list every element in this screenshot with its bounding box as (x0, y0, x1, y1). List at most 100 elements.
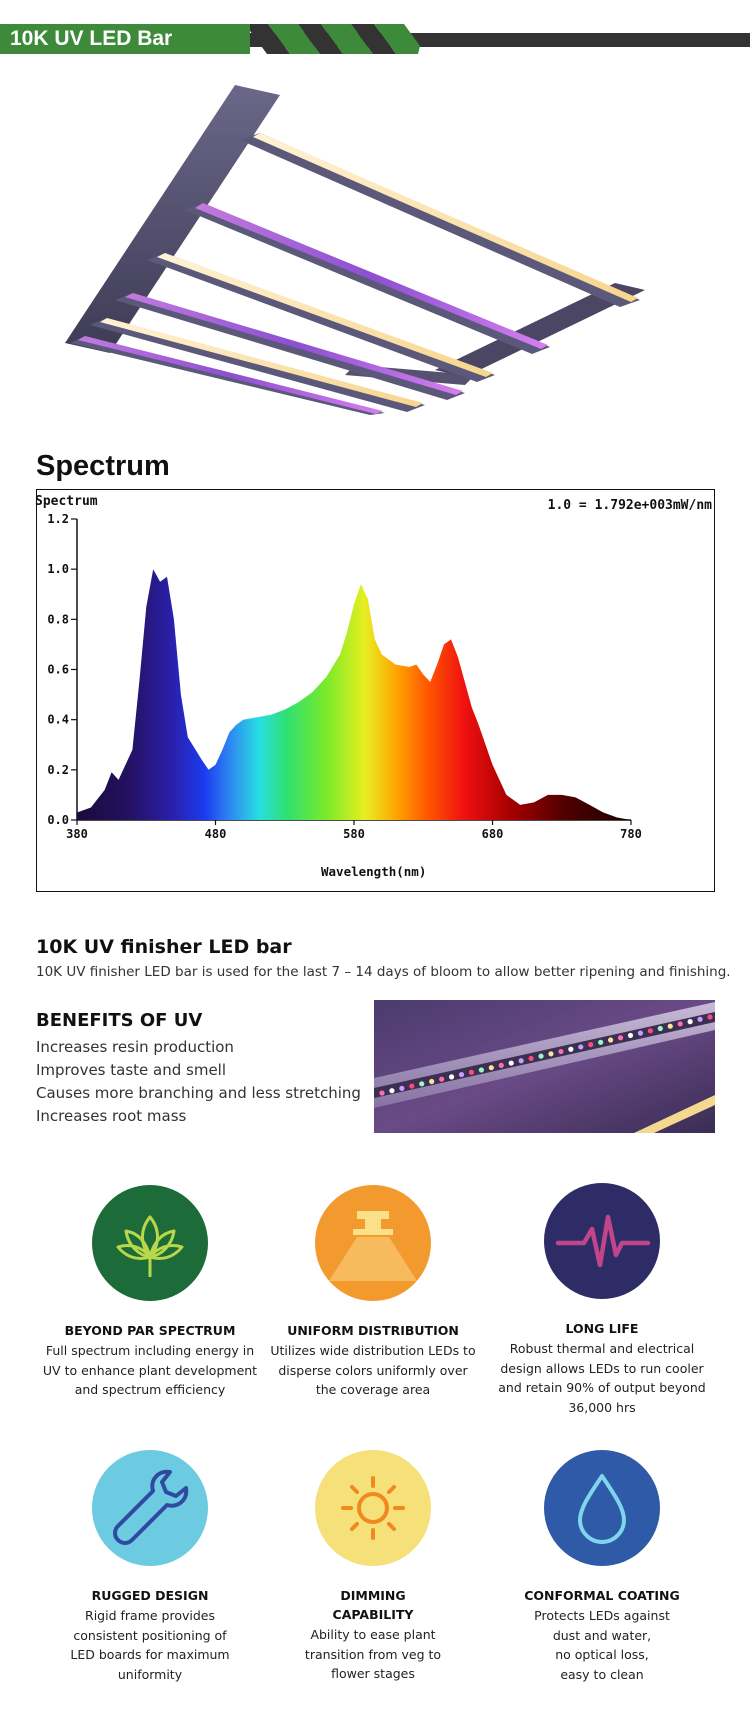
led-dot (707, 1014, 713, 1020)
x-tick-label: 680 (482, 827, 504, 841)
led-dot (488, 1065, 494, 1071)
led-dot (677, 1021, 683, 1027)
led-dot (697, 1016, 703, 1022)
water-drop-icon (544, 1450, 660, 1566)
led-dot (608, 1037, 614, 1043)
led-dot (687, 1019, 693, 1025)
feature-desc-line: and spectrum efficiency (74, 1382, 226, 1397)
feature-desc-line: Full spectrum including energy in (45, 1343, 255, 1358)
feature-rugged-design: RUGGED DESIGN Rigid frame provides consi… (40, 1450, 260, 1684)
feature-description: Rigid frame provides consistent position… (40, 1606, 260, 1684)
led-dot (468, 1069, 475, 1075)
feature-title: DIMMING CAPABILITY (332, 1588, 414, 1622)
sun-icon (315, 1450, 431, 1566)
led-dot (409, 1083, 415, 1089)
feature-desc-line: dust and water, (552, 1627, 652, 1643)
benefits-title: BENEFITS OF UV (36, 1010, 203, 1031)
led-bar-fixture-image (65, 85, 645, 415)
led-dot (419, 1081, 425, 1087)
chart-label: Spectrum (35, 494, 98, 509)
led-dot (379, 1090, 385, 1096)
feature-title: UNIFORM DISTRIBUTION (287, 1323, 459, 1338)
spectrum-heading: Spectrum (36, 450, 170, 482)
feature-description: Utilizes wide distribution LEDs to dispe… (263, 1341, 483, 1400)
y-tick-label: 1.2 (47, 512, 69, 526)
feature-long-life: LONG LIFE Robust thermal and electrical … (492, 1183, 712, 1417)
benefits-list: Increases resin production Improves tast… (36, 1036, 361, 1128)
feature-conformal-coating: CONFORMAL COATING Protects LEDs against … (492, 1450, 712, 1684)
scale-note: 1.0 = 1.792e+003mW/nm (547, 498, 712, 513)
led-dot (598, 1039, 604, 1045)
feature-desc-line: Rigid frame provides (85, 1608, 215, 1623)
page-title: 10K UV LED Bar (0, 24, 250, 54)
feature-title: RUGGED DESIGN (91, 1588, 209, 1603)
finisher-description: 10K UV finisher LED bar is used for the … (36, 964, 731, 980)
feature-desc-line: consistent positioning of (73, 1627, 227, 1643)
led-dot (588, 1042, 594, 1048)
feature-dimming-capability: DIMMING CAPABILITY Ability to ease plant… (263, 1450, 483, 1684)
x-tick-label: 480 (205, 827, 227, 841)
led-dot (458, 1071, 465, 1078)
led-dot (518, 1058, 524, 1064)
y-tick-label: 1.0 (47, 562, 69, 576)
led-dot (548, 1051, 554, 1057)
feature-desc-line: Robust thermal and electrical (509, 1341, 695, 1356)
y-tick-label: 0.2 (47, 763, 69, 777)
feature-desc-line: UV to enhance plant development (42, 1362, 258, 1378)
feature-desc-line: and retain 90% of output beyond (498, 1380, 706, 1395)
led-dot (637, 1030, 644, 1036)
wrench-icon (92, 1450, 208, 1566)
feature-beyond-par-spectrum: BEYOND PAR SPECTRUM Full spectrum includ… (40, 1185, 260, 1400)
led-dot (667, 1023, 673, 1029)
feature-desc-line: easy to clean (560, 1666, 644, 1682)
x-tick-label: 780 (620, 827, 642, 841)
uv-bar-closeup-image (374, 1000, 715, 1133)
x-tick-label: 380 (66, 827, 88, 841)
banner-stripes (240, 24, 750, 54)
benefit-item: Increases root mass (36, 1107, 187, 1125)
feature-title: BEYOND PAR SPECTRUM (64, 1323, 236, 1338)
ceiling-light-icon (315, 1185, 431, 1301)
feature-desc-line: design allows LEDs to run cooler (500, 1360, 704, 1376)
led-dot (478, 1067, 484, 1073)
feature-desc-line: no optical loss, (555, 1647, 649, 1662)
led-dot (389, 1088, 395, 1094)
led-dot (627, 1032, 634, 1039)
x-tick-label: 580 (343, 827, 365, 841)
feature-desc-line: transition from veg to (304, 1646, 442, 1662)
led-dot (647, 1028, 653, 1034)
led-dot (448, 1074, 455, 1080)
x-axis-label: Wavelength(nm) (321, 864, 427, 879)
led-dot (568, 1046, 574, 1052)
led-dot (399, 1085, 405, 1091)
feature-desc-line: the coverage area (315, 1382, 431, 1397)
feature-title: LONG LIFE (565, 1321, 639, 1336)
feature-title: CONFORMAL COATING (524, 1588, 680, 1603)
feature-desc-line: 36,000 hrs (568, 1399, 636, 1415)
led-dot (578, 1044, 584, 1050)
feature-desc-line: Ability to ease plant (310, 1627, 436, 1642)
pulse-icon (544, 1183, 660, 1299)
spectrum-chart: 0.0 0.2 0.4 0.6 0.8 1.0 1.2 380 480 580 680 780 Spe… (35, 489, 715, 892)
finisher-title: 10K UV finisher LED bar (36, 936, 292, 958)
spectrum-series-area (77, 569, 631, 820)
feature-desc-line: Utilizes wide distribution LEDs to (270, 1343, 476, 1358)
feature-uniform-distribution: UNIFORM DISTRIBUTION Utilizes wide distr… (263, 1185, 483, 1400)
benefit-item: Causes more branching and less stretchin… (36, 1084, 361, 1102)
led-dot (657, 1025, 663, 1032)
benefit-item: Increases resin production (36, 1038, 234, 1056)
spectrum-chart-svg: 0.0 0.2 0.4 0.6 0.8 1.0 1.2 380 480 580 680 780 (47, 512, 642, 841)
feature-desc-line: Protects LEDs against (534, 1608, 670, 1623)
led-dot (439, 1076, 445, 1082)
header-banner: 10K UV LED Bar (0, 24, 750, 54)
leaf-icon (92, 1185, 208, 1301)
feature-description: Robust thermal and electrical design all… (492, 1339, 712, 1417)
led-dot (528, 1055, 534, 1062)
y-tick-label: 0.0 (47, 813, 69, 827)
led-dot (538, 1053, 544, 1059)
feature-description: Protects LEDs against dust and water, no… (492, 1606, 712, 1684)
feature-description: Full spectrum including energy in UV to … (40, 1341, 260, 1400)
led-dot (617, 1035, 624, 1041)
feature-desc-line: disperse colors uniformly over (278, 1362, 468, 1378)
led-dot (429, 1078, 435, 1085)
